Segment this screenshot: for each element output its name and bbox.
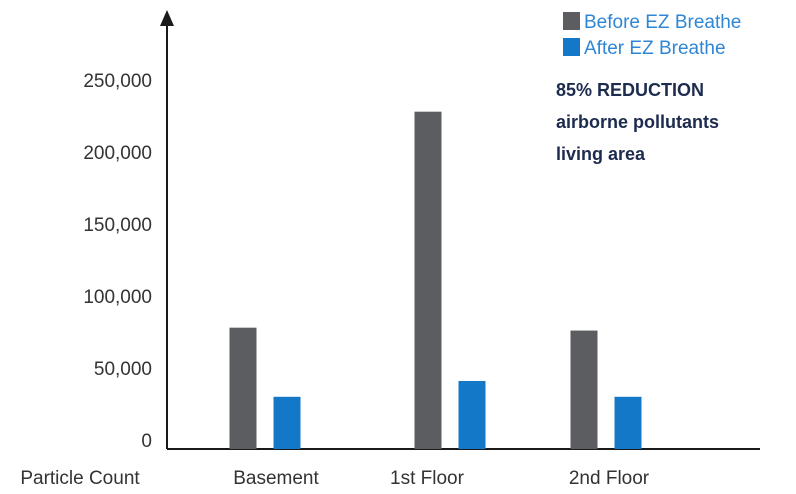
y-tick-label: 250,000 <box>83 71 152 92</box>
y-tick-label: 150,000 <box>83 215 152 236</box>
bar-before-1st-floor <box>414 111 442 450</box>
y-axis-arrow <box>160 10 174 26</box>
category-label: Basement <box>233 468 319 489</box>
annotation-line: airborne pollutants <box>556 112 719 132</box>
legend-swatch <box>563 12 580 30</box>
bar-after-1st-floor <box>458 380 486 449</box>
bar-after-2nd-floor <box>614 396 642 449</box>
y-tick-label: 200,000 <box>83 143 152 164</box>
category-labels: Basement 1st Floor 2nd Floor <box>233 468 650 489</box>
y-tick-label: 100,000 <box>83 287 152 308</box>
y-tick-label: 50,000 <box>94 359 152 380</box>
bar-before-basement <box>229 327 257 449</box>
legend-label: After EZ Breathe <box>584 38 726 59</box>
legend-label: Before EZ Breathe <box>584 12 741 33</box>
reduction-annotation: 85% REDUCTION airborne pollutants living a… <box>556 80 719 164</box>
bars <box>229 111 642 450</box>
y-tick-label: 0 <box>141 431 152 452</box>
category-label: 2nd Floor <box>569 468 650 489</box>
bar-before-2nd-floor <box>570 330 598 449</box>
y-axis-ticks: 0 50,000 100,000 150,000 200,000 250,000 <box>83 71 152 452</box>
x-axis-label: Particle Count <box>20 468 140 489</box>
legend-swatch <box>563 38 580 56</box>
category-label: 1st Floor <box>390 468 465 489</box>
bar-after-basement <box>273 396 301 449</box>
legend: Before EZ Breathe After EZ Breathe <box>563 12 741 59</box>
annotation-line: living area <box>556 144 646 164</box>
annotation-line: 85% REDUCTION <box>556 80 704 100</box>
